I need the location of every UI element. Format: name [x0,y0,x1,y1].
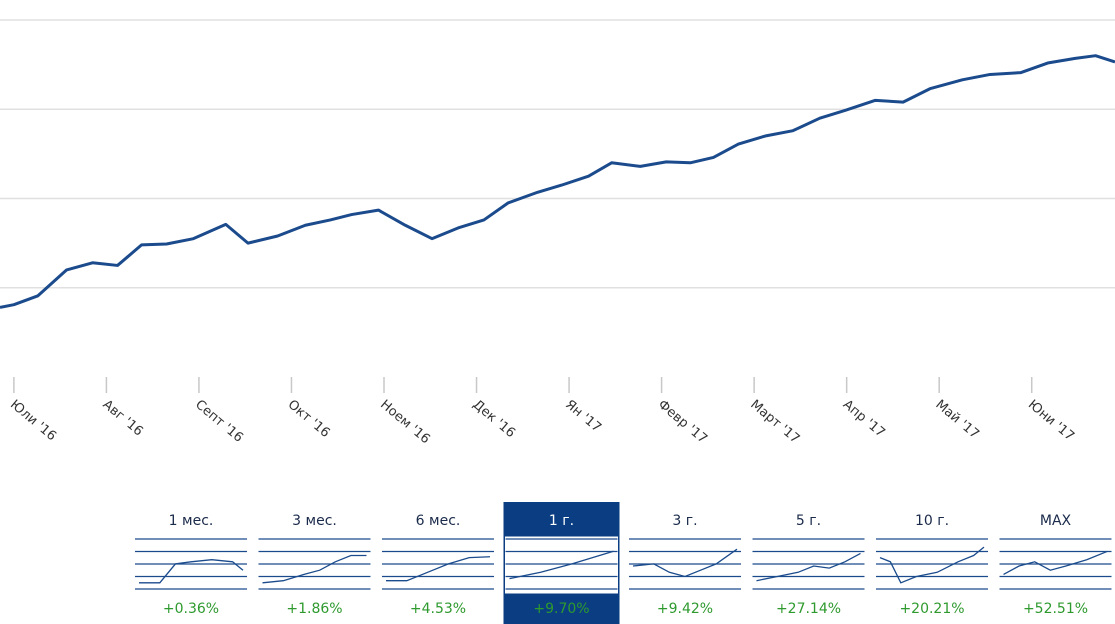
sparkline [1003,550,1108,575]
period-change: +27.14% [776,601,841,617]
period-change: +52.51% [1023,601,1088,617]
sparkline [509,550,614,580]
sparkline [632,548,738,578]
period-label: MAX [1040,513,1072,529]
x-tick-label: Март '17 [747,397,802,447]
x-tick-label: Февр '17 [655,397,710,447]
period-label: 3 мес. [292,513,337,529]
x-tick-label: Окт '16 [285,397,333,441]
sparkline-bg [752,537,865,593]
x-tick-label: Май '17 [932,397,981,442]
sparkline-bg [382,537,494,593]
period-button[interactable]: 3 мес. +1.86% [258,513,371,617]
sparkline [262,554,367,584]
sparkline-bg [876,537,988,593]
period-label: 6 мес. [416,513,461,529]
period-label: 3 г. [672,513,697,529]
period-button[interactable]: MAX +52.51% [999,513,1112,617]
period-label: 1 мес. [169,513,214,529]
price-line [0,54,1115,309]
x-tick-label: Дек '16 [470,397,518,441]
x-tick-label: Ян '17 [562,397,604,435]
period-button[interactable]: 1 г. +9.70% [503,502,620,624]
x-tick-label: Ноем '16 [377,397,432,447]
period-label: 10 г. [915,513,949,529]
x-tick-label: Юни '17 [1025,397,1077,444]
period-label: 5 г. [796,513,821,529]
period-change: +0.36% [163,601,219,617]
x-tick-label: Септ '16 [192,397,246,445]
sparkline-bg [135,537,247,593]
x-tick-label: Юли '16 [7,397,59,444]
sparkline-bg [999,537,1112,593]
sparkline-bg [258,537,371,593]
period-change: +4.53% [410,601,466,617]
sparkline [386,556,491,582]
period-change: +9.70% [533,601,589,617]
period-change: +20.21% [899,601,964,617]
period-button[interactable]: 6 мес. +4.53% [382,513,494,617]
x-tick-label: Апр '17 [840,397,888,441]
period-button[interactable]: 5 г. +27.14% [752,513,865,617]
sparkline [879,546,985,584]
period-change: +9.42% [657,601,713,617]
period-button[interactable]: 3 г. +9.42% [629,513,741,617]
period-button[interactable]: 10 г. +20.21% [876,513,988,617]
period-label: 1 г. [549,513,574,529]
sparkline [139,559,244,584]
period-button[interactable]: 1 мес. +0.36% [135,513,247,617]
x-tick-label: Авг '16 [100,397,146,439]
period-change: +1.86% [286,601,342,617]
sparkline-bg [505,536,618,594]
sparkline [756,552,861,582]
